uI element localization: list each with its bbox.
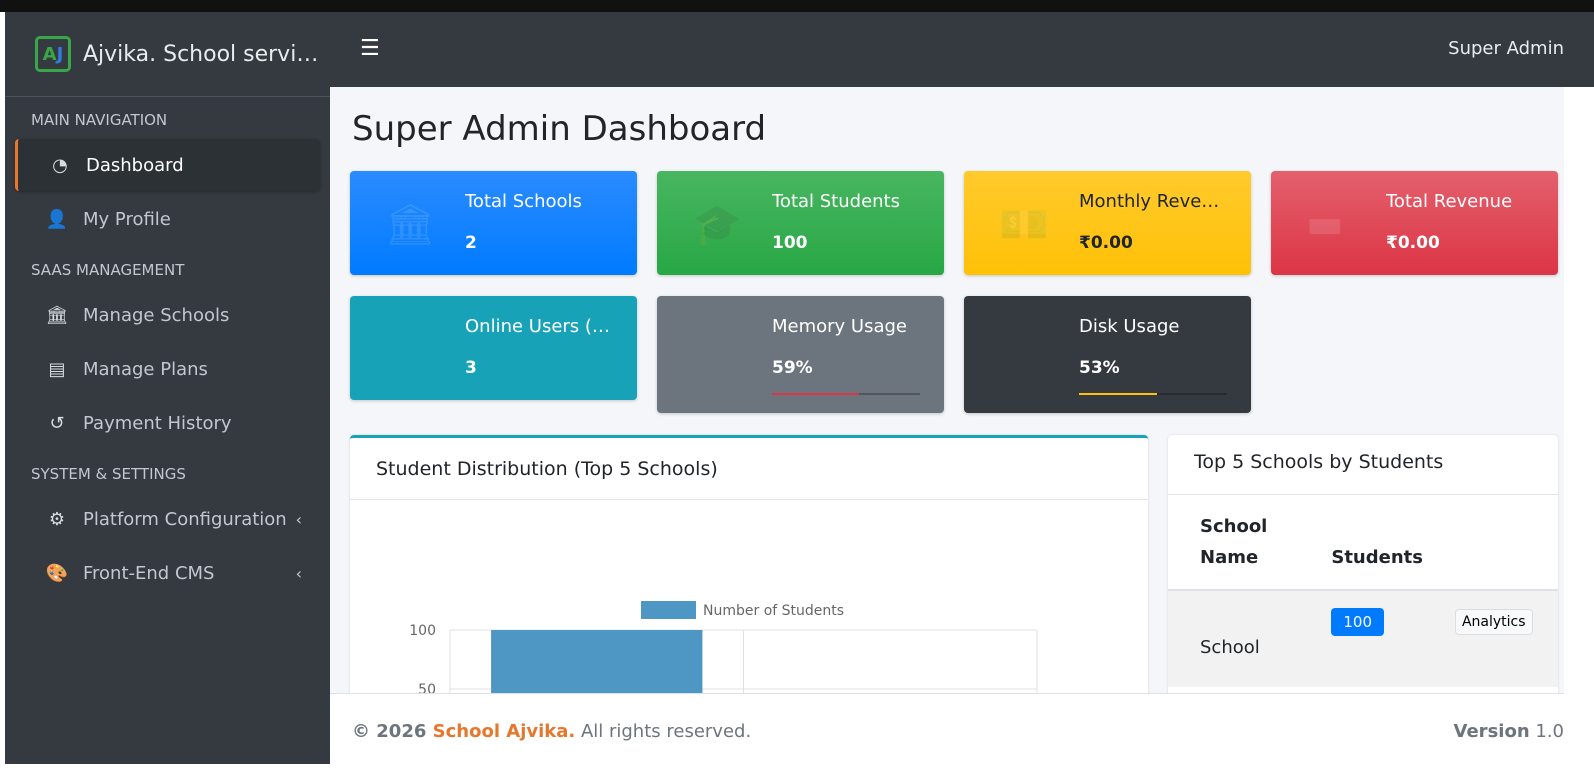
nav-header-saas: SAAS MANAGEMENT [31,261,185,279]
sidebar-item-my-profile[interactable]: 👤 My Profile [15,193,320,245]
sidebar-item-front-end-cms[interactable]: 🎨 Front-End CMS ‹ [15,547,320,599]
user-menu[interactable]: Super Admin [1448,38,1564,59]
nav-header-system: SYSTEM & SETTINGS [31,465,186,483]
sidebar-item-label: Payment History [83,412,232,434]
stat-label: Disk Usage [1079,316,1180,337]
stat-value: 53% [1079,358,1120,378]
box-icon: ▤ [48,358,66,380]
stat-total-students: 🎓 Total Students 100 [657,171,944,275]
sidebar-item-label: My Profile [83,208,171,230]
top-navbar: ☰ Super Admin [330,12,1594,87]
money-icon: 💵 [999,202,1049,248]
chart-card: Student Distribution (Top 5 Schools) 100… [350,435,1148,705]
column-header-school-name: School Name [1200,516,1268,568]
chart-card-title: Student Distribution (Top 5 Schools) [350,438,1148,500]
table-card-title: Top 5 Schools by Students [1168,435,1558,495]
university-icon: 🏛 [385,202,436,248]
stat-value: 2 [465,233,477,253]
legend-label: Number of Students [703,603,844,619]
graduate-icon: 🎓 [692,202,742,248]
copyright-text: © 2026 [352,721,433,742]
wallet-icon: ▬ [1306,201,1344,247]
version-label: Version [1453,721,1530,742]
stat-label: Memory Usage [772,316,908,337]
stat-total-schools: 🏛 Total Schools 2 [350,171,637,275]
schools-table: School Name Students School 100 Analytic… [1168,495,1558,687]
brand-name: Ajvika. School servi… [83,41,319,67]
table-row: School 100 Analytics [1168,590,1558,687]
disk-progress-bar [1079,393,1227,395]
students-badge: 100 [1331,608,1384,636]
sidebar-item-platform-configuration[interactable]: ⚙ Platform Configuration ‹ [15,493,320,545]
sidebar-item-manage-plans[interactable]: ▤ Manage Plans [15,343,320,395]
stat-label: Total Revenue [1386,191,1513,212]
stat-value: 100 [772,233,808,253]
sidebar-item-payment-history[interactable]: ↺ Payment History [15,397,320,449]
bar [491,630,703,705]
sidebar-item-label: Front-End CMS [83,562,215,584]
sidebar-item-manage-schools[interactable]: 🏛 Manage Schools [15,289,320,341]
stat-monthly-revenue: 💵 Monthly Reve… ₹0.00 [964,171,1251,275]
stat-value: 59% [772,358,813,378]
menu-toggle-icon[interactable]: ☰ [360,36,380,61]
window-top-strip [0,0,1594,12]
sidebar-item-dashboard[interactable]: ◔ Dashboard [15,139,320,191]
stat-value: 3 [465,358,477,378]
stat-total-revenue: ▬ Total Revenue ₹0.00 [1271,171,1558,275]
tachometer-icon: ◔ [52,154,68,176]
stat-label: Total Students [772,191,900,212]
stat-memory-usage: Memory Usage 59% [657,296,944,413]
analytics-button[interactable]: Analytics [1454,609,1533,635]
sidebar-item-label: Manage Plans [83,358,208,380]
footer-version: Version 1.0 [1454,721,1564,742]
stat-label: Online Users (… [465,316,610,337]
sidebar-item-label: Dashboard [86,154,184,176]
footer: © 2026 School Ajvika. All rights reserve… [330,693,1564,764]
y-tick-label: 100 [409,623,436,639]
footer-copyright: © 2026 School Ajvika. All rights reserve… [352,721,751,742]
column-header-students: Students [1331,547,1423,568]
memory-progress-fill [772,393,860,395]
disk-progress-fill [1079,393,1158,395]
main-content: Super Admin Dashboard 🏛 Total Schools 2 🎓 T… [330,87,1564,705]
cogs-icon: ⚙ [48,508,66,530]
rights-text: All rights reserved. [575,721,752,742]
nav-header-main: MAIN NAVIGATION [31,111,168,129]
column-header-actions [1455,495,1558,590]
user-shield-icon: 👤 [45,208,69,230]
history-icon: ↺ [49,412,65,434]
chevron-left-icon: ‹ [295,509,302,529]
school-name-cell: School [1200,637,1260,658]
sidebar-item-label: Manage Schools [83,304,230,326]
chevron-left-icon: ‹ [295,563,302,583]
footer-brand-link[interactable]: School Ajvika. [432,721,576,742]
stat-value: ₹0.00 [1386,233,1440,253]
bar-chart: 100500Number of Students [409,601,1038,705]
palette-icon: 🎨 [45,562,69,584]
stat-disk-usage: Disk Usage 53% [964,296,1251,413]
stat-value: ₹0.00 [1079,233,1133,253]
stat-label: Total Schools [465,191,582,212]
table-card: Top 5 Schools by Students School Name St… [1168,435,1558,705]
university-icon: 🏛 [45,304,69,326]
stat-label: Monthly Reve… [1079,191,1220,212]
sidebar-item-label: Platform Configuration [83,508,287,530]
stat-online-users: Online Users (… 3 [350,296,637,400]
legend-swatch [641,601,696,619]
memory-progress-bar [772,393,920,395]
page-title: Super Admin Dashboard [352,109,767,149]
version-value: 1.0 [1529,721,1564,742]
